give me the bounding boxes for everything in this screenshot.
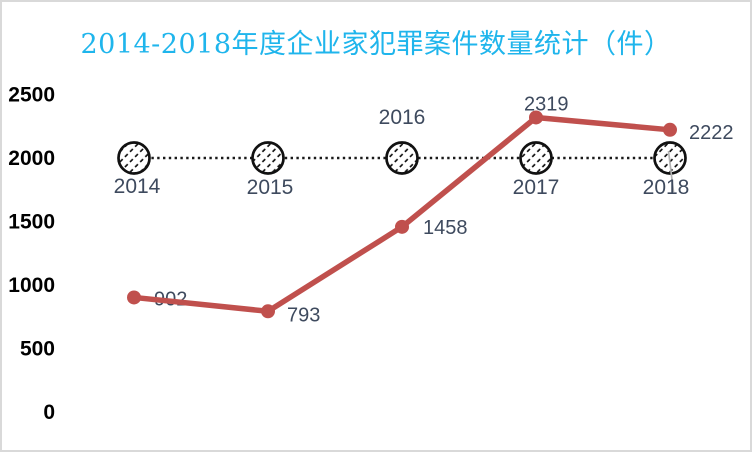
data-point-marker <box>529 110 543 125</box>
hatched-year-marker-icon <box>385 141 419 175</box>
value-label: 2319 <box>524 93 569 115</box>
value-label: 2222 <box>689 122 734 144</box>
year-label: 2018 <box>643 176 690 199</box>
year-label: 2014 <box>114 175 161 198</box>
value-label: 1458 <box>423 217 468 239</box>
data-point-marker <box>395 219 409 234</box>
hatched-year-marker-icon <box>117 141 151 175</box>
y-axis-tick-label: 2500 <box>8 84 55 107</box>
data-point-marker <box>663 122 677 137</box>
hatched-year-marker-icon <box>251 141 285 175</box>
chart-title: 2014-2018年度企业家犯罪案件数量统计（件） <box>80 29 672 60</box>
y-axis-tick-label: 1500 <box>8 211 55 234</box>
year-label: 2016 <box>379 106 426 129</box>
hatched-year-marker-icon <box>519 141 553 175</box>
value-label: 793 <box>287 304 320 326</box>
y-axis-tick-label: 0 <box>43 401 55 424</box>
data-point-marker <box>261 304 275 319</box>
data-point-marker <box>127 290 141 305</box>
year-label: 2015 <box>247 176 294 199</box>
y-axis-tick-label: 1000 <box>8 274 55 297</box>
y-axis-tick-label: 500 <box>20 338 55 361</box>
y-axis-tick-label: 2000 <box>8 147 55 170</box>
label-leader-line <box>667 150 675 193</box>
year-label: 2017 <box>513 176 560 199</box>
